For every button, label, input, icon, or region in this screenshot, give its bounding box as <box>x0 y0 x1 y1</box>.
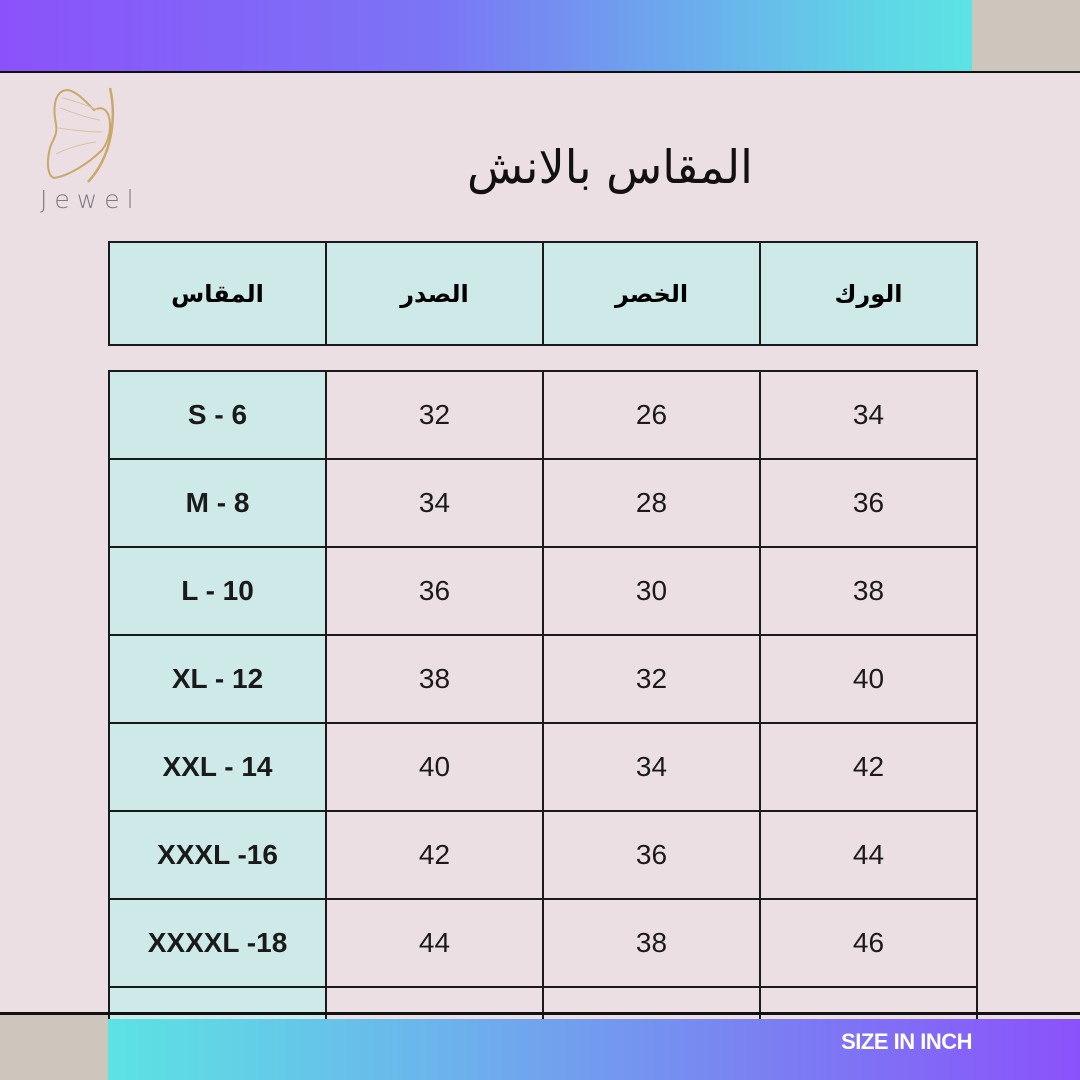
cell-chest: 44 <box>325 898 544 988</box>
bottom-divider <box>0 1012 1080 1015</box>
cell-hip: 38 <box>759 546 978 636</box>
cell-chest: 34 <box>325 458 544 548</box>
cell-size: L - 10 <box>108 546 327 636</box>
bottom-gradient-bar <box>108 1019 1080 1080</box>
table-row: XL - 12 38 32 40 <box>108 634 978 724</box>
page-title: المقاس بالانش <box>467 140 753 194</box>
cell-waist: 38 <box>542 898 761 988</box>
header-size: المقاس <box>108 241 327 346</box>
cell-size: S - 6 <box>108 370 327 460</box>
table-row: S - 6 32 26 34 <box>108 370 978 460</box>
header-chest: الصدر <box>325 241 544 346</box>
cell-chest: 42 <box>325 810 544 900</box>
table-row: XXL - 14 40 34 42 <box>108 722 978 812</box>
top-corner-box <box>972 0 1080 71</box>
cell-hip: 46 <box>759 898 978 988</box>
cell-chest: 38 <box>325 634 544 724</box>
table-row: XXXXL -18 44 38 46 <box>108 898 978 988</box>
size-unit-label: SIZE IN INCH <box>841 1029 972 1054</box>
cell-chest: 32 <box>325 370 544 460</box>
cell-waist: 26 <box>542 370 761 460</box>
top-divider <box>0 71 1080 73</box>
cell-size: XXL - 14 <box>108 722 327 812</box>
header-hip: الورك <box>759 241 978 346</box>
brand-name: Jewel <box>40 185 141 214</box>
bottom-corner-box <box>0 1015 108 1080</box>
cell-chest: 40 <box>325 722 544 812</box>
cell-hip: 44 <box>759 810 978 900</box>
cell-size: M - 8 <box>108 458 327 548</box>
cell-size: XXXL -16 <box>108 810 327 900</box>
header-row: المقاس الصدر الخصر الورك <box>108 241 978 346</box>
cell-waist: 30 <box>542 546 761 636</box>
cell-waist: 28 <box>542 458 761 548</box>
top-gradient-bar <box>0 0 972 71</box>
table-row: L - 10 36 30 38 <box>108 546 978 636</box>
butterfly-logo-icon <box>46 87 115 183</box>
cell-waist: 32 <box>542 634 761 724</box>
cell-hip: 36 <box>759 458 978 548</box>
table-row: M - 8 34 28 36 <box>108 458 978 548</box>
header-waist: الخصر <box>542 241 761 346</box>
cell-hip: 40 <box>759 634 978 724</box>
cell-hip: 34 <box>759 370 978 460</box>
cell-hip: 42 <box>759 722 978 812</box>
cell-size: XXXXL -18 <box>108 898 327 988</box>
table-row: XXXL -16 42 36 44 <box>108 810 978 900</box>
cell-waist: 34 <box>542 722 761 812</box>
cell-size: XL - 12 <box>108 634 327 724</box>
size-table-body: S - 6 32 26 34 M - 8 34 28 36 L - 10 36 30 38 XL - 1… <box>108 370 978 1076</box>
cell-chest: 36 <box>325 546 544 636</box>
cell-waist: 36 <box>542 810 761 900</box>
size-table-header: المقاس الصدر الخصر الورك <box>108 241 978 346</box>
